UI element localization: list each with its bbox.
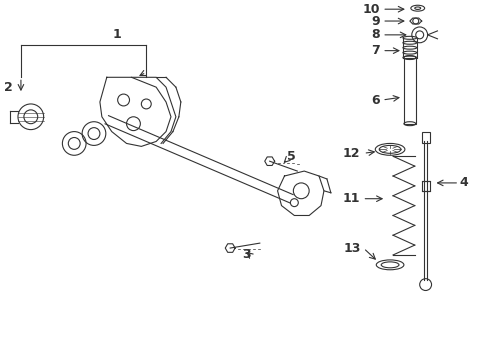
Text: 4: 4 <box>458 176 467 189</box>
Text: 3: 3 <box>242 248 250 261</box>
Text: 9: 9 <box>371 14 380 27</box>
Text: 12: 12 <box>342 147 360 160</box>
Text: 2: 2 <box>4 81 13 94</box>
Text: 8: 8 <box>371 28 380 41</box>
Text: 10: 10 <box>362 3 380 16</box>
Bar <box>421 132 428 143</box>
Text: 1: 1 <box>112 28 121 41</box>
Text: 5: 5 <box>287 150 296 163</box>
Text: 11: 11 <box>342 192 360 205</box>
Text: 7: 7 <box>371 44 380 57</box>
Bar <box>403 58 415 124</box>
Bar <box>421 181 428 191</box>
Text: 6: 6 <box>371 94 380 107</box>
Text: 13: 13 <box>343 242 360 255</box>
